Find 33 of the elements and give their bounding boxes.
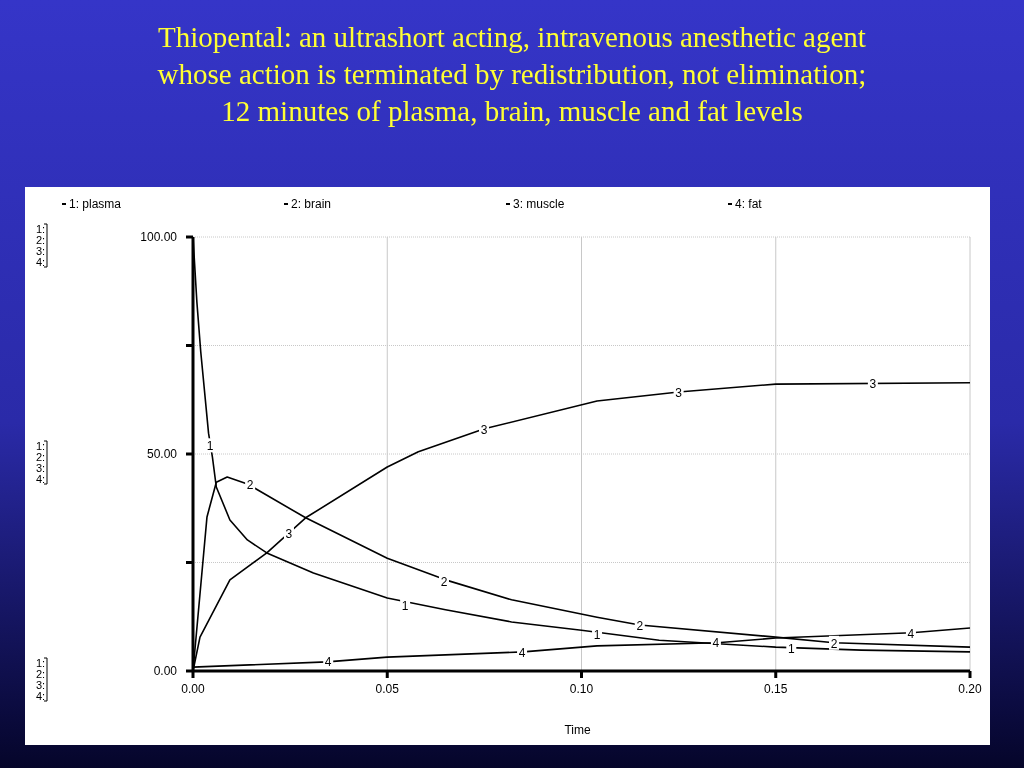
annotation: 1: [593, 627, 601, 642]
annotation: 3: [869, 376, 877, 391]
annotation: 2: [636, 619, 644, 633]
x-axis-title: Time: [564, 723, 591, 737]
annotation: 1: [787, 642, 795, 656]
annotation: 3: [675, 385, 683, 400]
annotation: 4: [712, 635, 720, 650]
annotation: 3: [480, 422, 488, 437]
annotation: 4: [907, 626, 915, 641]
chart-title: Thiopental: an ultrashort acting, intravenous anesthetic agent whose action is terminated by redistribution, not elimination; 12 minutes of plasma, brain, muscle and fat levels: [157, 21, 867, 127]
annotation: 2: [246, 477, 254, 492]
annotation: 4: [518, 645, 526, 660]
annotation: 2: [830, 636, 838, 651]
y-tick-label: 50.00: [146, 447, 178, 461]
annotation: 1: [206, 439, 214, 454]
y-tick-label: 0.00: [153, 664, 178, 678]
text: 1: 2: 3: 4:: [36, 440, 46, 485]
x-tick-label: 0.00: [181, 682, 205, 696]
annotation: 2: [440, 575, 448, 590]
legend-label: 3: muscle: [513, 197, 565, 211]
annotation: 1: [401, 599, 409, 614]
legend-label: 1: plasma: [69, 197, 122, 211]
annotation: 4: [324, 655, 332, 670]
y-tick-label: 100.00: [140, 230, 178, 244]
text: 1: 2: 3: 4:: [36, 223, 46, 268]
x-tick-label: 0.10: [569, 682, 594, 696]
x-tick-label: 0.15: [764, 682, 788, 696]
x-tick-label: 0.20: [958, 682, 982, 696]
annotation: 3: [285, 526, 293, 541]
legend-label: 2: brain: [291, 197, 332, 211]
legend-label: 4: fat: [735, 197, 763, 211]
text: 1: 2: 3: 4:: [36, 657, 46, 702]
x-tick-label: 0.05: [375, 682, 400, 696]
